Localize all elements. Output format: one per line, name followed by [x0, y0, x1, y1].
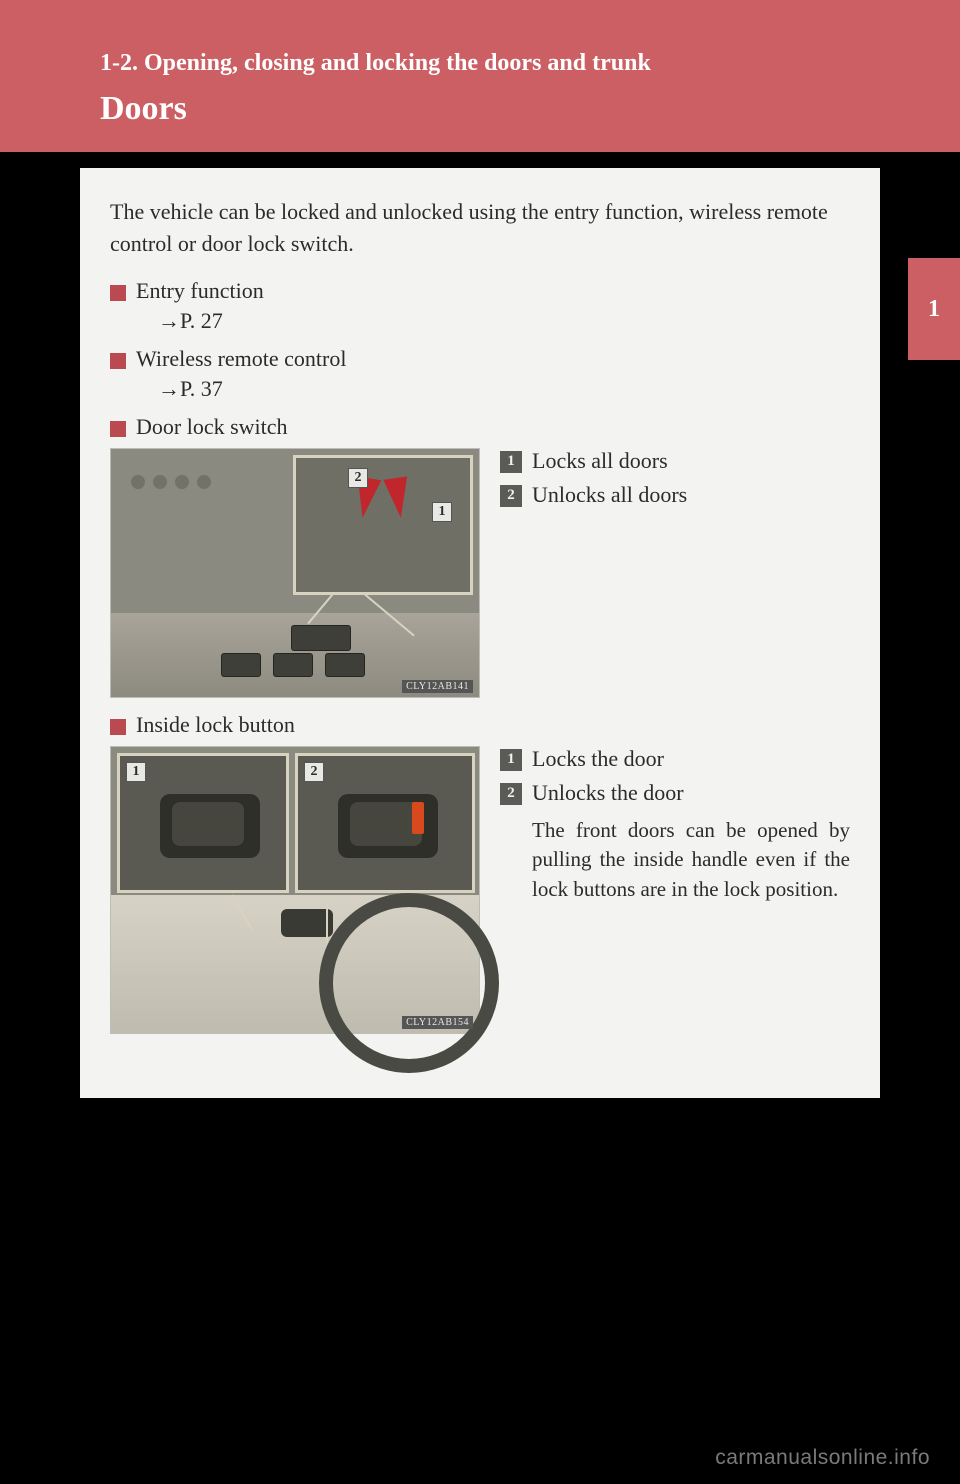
callout-number: 1: [500, 749, 522, 771]
header-title: Doors: [100, 90, 187, 128]
section-inside-lock-button: Inside lock button: [110, 712, 850, 738]
figure2-note: The front doors can be opened by pulling…: [532, 816, 850, 904]
door-panel-dots-icon: [131, 475, 211, 489]
callout-item: 2 Unlocks the door: [500, 780, 850, 806]
callout-number: 1: [500, 451, 522, 473]
inside-lock-button-figure: 1 2 CLY12AB154: [110, 746, 480, 1034]
figure2-callouts: 1 Locks the door 2 Unlocks the door The …: [500, 746, 850, 1034]
handle-grip-icon: [172, 802, 244, 846]
callout-text: Locks the door: [532, 746, 850, 772]
annotation-number: 2: [348, 468, 368, 488]
inset-unlocked-handle: 2: [295, 753, 475, 893]
figure-row-2: 1 2 CLY12AB154 1 Locks the door 2 Unlock…: [110, 746, 850, 1034]
figure-row-1: 2 1 CLY12AB141 1 Locks all doors 2 Unloc…: [110, 448, 850, 698]
chapter-tab: 1: [908, 258, 960, 360]
page-header: 1-2. Opening, closing and locking the do…: [0, 0, 960, 152]
bullet-square-icon: [110, 353, 126, 369]
annotation-number: 1: [432, 502, 452, 522]
intro-paragraph: The vehicle can be locked and unlocked u…: [110, 196, 850, 260]
page-reference: →P. 27: [158, 308, 850, 334]
figure1-callouts: 1 Locks all doors 2 Unlocks all doors: [500, 448, 850, 698]
door-lock-switch-figure: 2 1 CLY12AB141: [110, 448, 480, 698]
inset-locked-handle: 1: [117, 753, 289, 893]
section-label: Wireless remote control: [136, 346, 346, 372]
callout-item: 1 Locks all doors: [500, 448, 850, 474]
inset-closeup: 2 1: [293, 455, 473, 595]
section-label: Inside lock button: [136, 712, 295, 738]
red-arrow-icon: [383, 476, 412, 519]
bullet-square-icon: [110, 421, 126, 437]
callout-number: 2: [500, 485, 522, 507]
window-button-icon: [273, 653, 313, 677]
section-entry-function: Entry function: [110, 278, 850, 304]
callout-item: 2 Unlocks all doors: [500, 482, 850, 508]
unlock-indicator-icon: [412, 802, 424, 834]
annotation-number: 2: [304, 762, 324, 782]
header-section-label: 1-2. Opening, closing and locking the do…: [100, 50, 651, 77]
callout-item: 1 Locks the door: [500, 746, 850, 772]
content-panel: The vehicle can be locked and unlocked u…: [80, 168, 880, 1098]
figure-code: CLY12AB154: [402, 1016, 473, 1029]
window-button-icon: [221, 653, 261, 677]
callout-leader-line: [326, 895, 328, 943]
callout-text: Unlocks all doors: [532, 482, 850, 508]
bullet-square-icon: [110, 719, 126, 735]
steering-wheel-icon: [319, 893, 499, 1073]
figure-code: CLY12AB141: [402, 680, 473, 693]
chapter-tab-label: 1: [928, 296, 940, 323]
annotation-number: 1: [126, 762, 146, 782]
section-door-lock-switch: Door lock switch: [110, 414, 850, 440]
section-wireless-remote: Wireless remote control: [110, 346, 850, 372]
page-reference: →P. 37: [158, 376, 850, 402]
callout-text: Unlocks the door: [532, 780, 850, 806]
bullet-square-icon: [110, 285, 126, 301]
section-label: Entry function: [136, 278, 264, 304]
watermark: carmanualsonline.info: [715, 1446, 930, 1470]
callout-number: 2: [500, 783, 522, 805]
section-label: Door lock switch: [136, 414, 288, 440]
callout-text: Locks all doors: [532, 448, 850, 474]
